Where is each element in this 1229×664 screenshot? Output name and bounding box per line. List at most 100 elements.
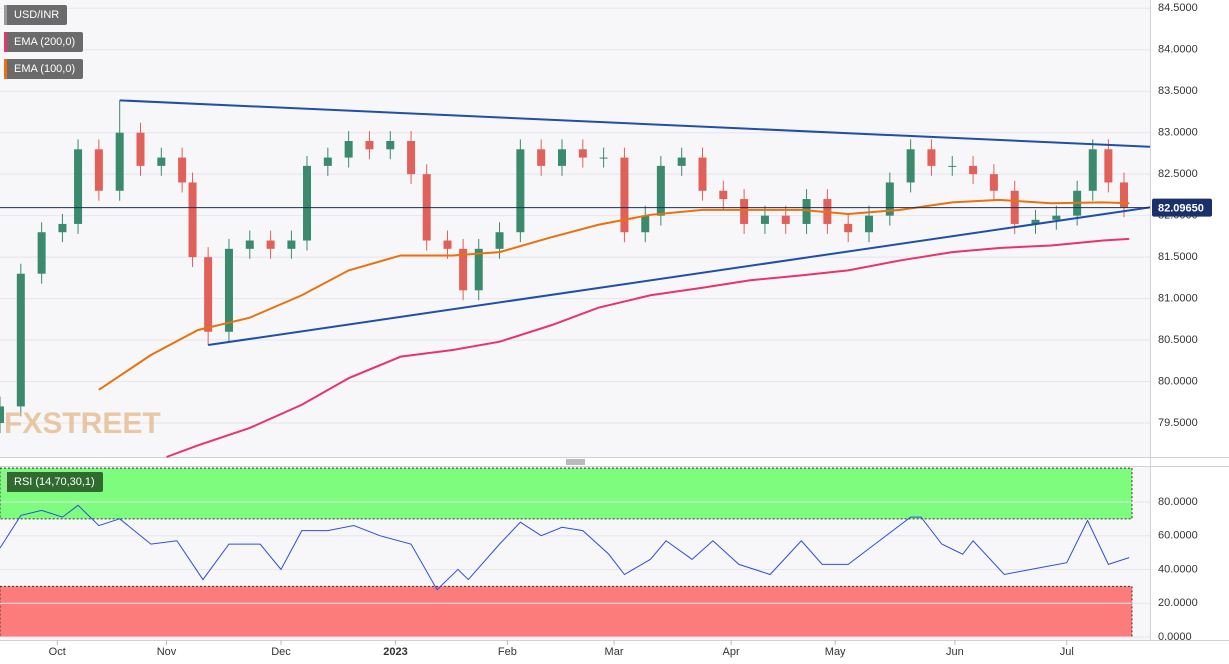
y-tick-label: 81.5000 xyxy=(1158,251,1198,263)
candle-body xyxy=(719,190,728,200)
x-tick-label: Mar xyxy=(605,646,624,658)
candle-body xyxy=(1052,215,1061,220)
y-tick-label: 79.5000 xyxy=(1158,417,1198,429)
candle-body xyxy=(245,240,254,249)
candle-body xyxy=(865,215,874,233)
candle-body xyxy=(1031,219,1040,224)
legend-symbol[interactable]: USD/INR xyxy=(4,5,68,25)
candle-body xyxy=(557,149,566,166)
candle-body xyxy=(94,149,103,191)
candle-body xyxy=(1088,149,1097,191)
candle-body xyxy=(0,406,4,423)
candle-body xyxy=(781,215,790,224)
y-tick-label: 20.0000 xyxy=(1158,597,1198,609)
legend-ema200[interactable]: EMA (200,0) xyxy=(4,32,84,52)
candle-body xyxy=(760,215,769,224)
candle-body xyxy=(698,157,707,191)
candle-body xyxy=(266,240,275,249)
rsi-band xyxy=(0,467,1133,520)
candle-body xyxy=(344,140,353,158)
legend-text: RSI (14,70,30,1) xyxy=(14,476,95,488)
y-tick-label: 81.0000 xyxy=(1158,292,1198,304)
x-tick-label: Apr xyxy=(723,646,740,658)
legend-text: USD/INR xyxy=(14,9,60,21)
splitter-handle[interactable] xyxy=(566,459,585,465)
price-panel xyxy=(0,0,1150,457)
candle-body xyxy=(74,149,83,224)
candle-body xyxy=(906,149,915,183)
candle-body xyxy=(157,157,166,166)
x-tick-label: Jun xyxy=(946,646,964,658)
candle-body xyxy=(287,240,296,249)
candle-body xyxy=(641,215,650,233)
candle-body xyxy=(16,273,25,407)
candle-body xyxy=(407,140,416,175)
candle-body xyxy=(365,140,374,150)
legend-ema100[interactable]: EMA (100,0) xyxy=(4,59,84,79)
y-tick-label: 0.0000 xyxy=(1158,631,1192,643)
trendline xyxy=(119,99,1151,148)
y-tick-label: 80.5000 xyxy=(1158,334,1198,346)
candle-body xyxy=(386,140,395,150)
candle-body xyxy=(303,165,312,241)
x-tick-label: Dec xyxy=(271,646,291,658)
last-price-label: 82.09650 xyxy=(1158,203,1204,215)
candle-body xyxy=(323,157,332,166)
candle-body xyxy=(474,248,483,291)
candle-body xyxy=(115,132,124,191)
candle-body xyxy=(224,248,233,332)
line-series xyxy=(0,504,1130,591)
candle-body xyxy=(885,182,894,216)
y-tick-label: 82.5000 xyxy=(1158,168,1198,180)
y-tick-label: 40.0000 xyxy=(1158,563,1198,575)
rsi-band xyxy=(0,585,1133,638)
candle-body xyxy=(620,157,629,233)
last-price-box xyxy=(1152,198,1212,217)
x-tick-label: Jul xyxy=(1060,646,1074,658)
legend-text: EMA (200,0) xyxy=(14,36,76,48)
candle-body xyxy=(927,149,936,166)
candle-body xyxy=(844,223,853,233)
x-tick-label: Nov xyxy=(157,646,177,658)
y-tick-label: 83.5000 xyxy=(1158,85,1198,97)
line-series xyxy=(98,198,1130,391)
candle-body xyxy=(578,149,587,158)
watermark: FXSTREET xyxy=(4,407,161,440)
legend-text: EMA (100,0) xyxy=(14,63,76,75)
candle-body xyxy=(459,248,468,291)
x-tick-label: May xyxy=(825,646,846,658)
y-tick-label: 83.0000 xyxy=(1158,127,1198,139)
y-tick-label: 80.0000 xyxy=(1158,375,1198,387)
candle-body xyxy=(677,157,686,166)
x-tick-label: Oct xyxy=(49,646,66,658)
x-tick-label: 2023 xyxy=(383,646,407,658)
candle-body xyxy=(802,199,811,224)
y-tick-label: 84.0000 xyxy=(1158,44,1198,56)
candle-body xyxy=(204,257,213,332)
candle-body xyxy=(178,157,187,183)
candle-body xyxy=(656,165,665,216)
candle-body xyxy=(989,174,998,191)
y-tick-label: 84.5000 xyxy=(1158,2,1198,14)
candle-body xyxy=(1104,149,1113,183)
candle-body xyxy=(58,223,67,233)
candle-body xyxy=(443,240,452,249)
candle-body xyxy=(1119,182,1128,208)
candle-body xyxy=(188,182,197,258)
y-tick-label: 80.0000 xyxy=(1158,496,1198,508)
candle-body xyxy=(37,232,46,274)
candle-body xyxy=(969,165,978,175)
candle-body xyxy=(537,149,546,166)
trendline xyxy=(208,206,1151,347)
candle-body xyxy=(948,165,957,167)
legend-rsi[interactable]: RSI (14,70,30,1) xyxy=(4,472,103,492)
candle-body xyxy=(516,149,525,233)
candle-body xyxy=(495,232,504,249)
candle-body xyxy=(136,132,145,166)
line-series xyxy=(166,237,1130,458)
candle-body xyxy=(599,157,608,159)
y-tick-label: 60.0000 xyxy=(1158,530,1198,542)
x-tick-label: Feb xyxy=(498,646,517,658)
